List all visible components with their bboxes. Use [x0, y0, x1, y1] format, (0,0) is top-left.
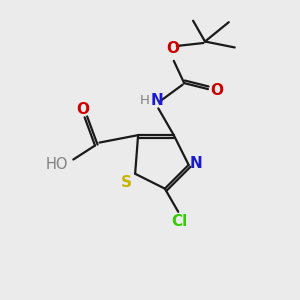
Text: Cl: Cl	[172, 214, 188, 230]
Text: O: O	[76, 102, 90, 117]
Text: N: N	[190, 156, 202, 171]
Text: H: H	[140, 94, 150, 106]
Text: S: S	[121, 175, 132, 190]
Text: N: N	[151, 93, 164, 108]
Text: O: O	[210, 83, 223, 98]
Text: HO: HO	[46, 157, 68, 172]
Text: O: O	[166, 41, 179, 56]
